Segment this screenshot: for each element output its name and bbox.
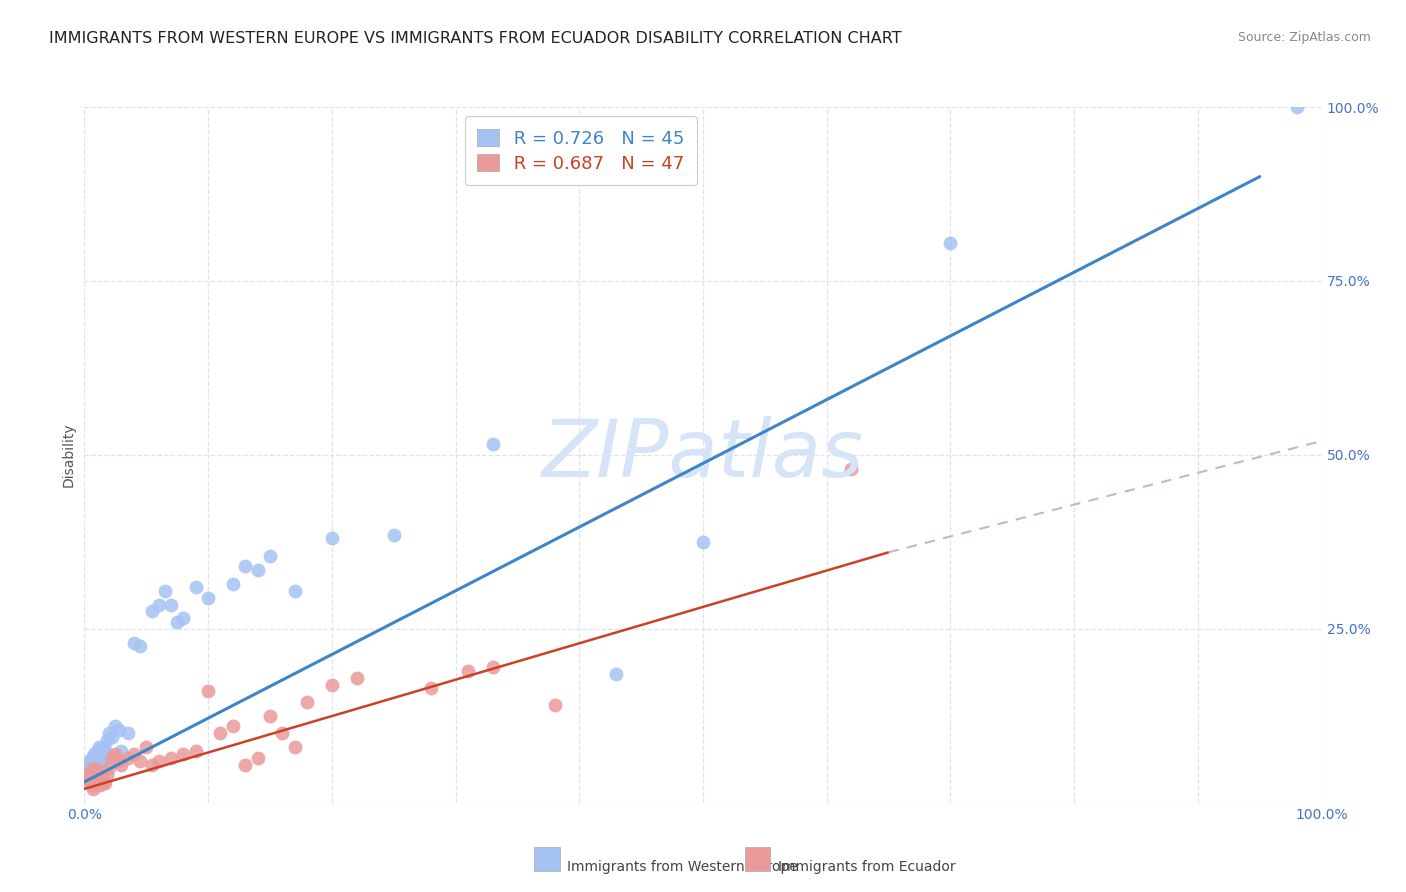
Point — [79, 775, 101, 789]
Point — [93, 740, 115, 755]
Point — [79, 761, 101, 775]
Point — [93, 775, 115, 789]
Point — [543, 698, 565, 713]
Point — [481, 660, 503, 674]
Point — [222, 576, 245, 591]
Point — [346, 671, 368, 685]
Point — [153, 583, 176, 598]
Point — [108, 754, 131, 768]
Point — [108, 723, 131, 737]
Point — [96, 733, 118, 747]
Point — [184, 580, 207, 594]
Point — [100, 730, 122, 744]
Point — [233, 559, 256, 574]
Point — [259, 708, 281, 723]
Legend:  R = 0.726   N = 45,  R = 0.687   N = 47: R = 0.726 N = 45, R = 0.687 N = 47 — [464, 116, 697, 186]
Point — [141, 757, 163, 772]
Point — [284, 740, 307, 755]
Point — [129, 754, 152, 768]
Point — [197, 591, 219, 605]
Point — [89, 769, 111, 783]
Point — [271, 726, 294, 740]
Point — [89, 754, 111, 768]
Point — [148, 598, 170, 612]
Point — [98, 726, 121, 740]
Point — [141, 605, 163, 619]
Point — [222, 719, 245, 733]
Point — [94, 750, 117, 764]
Point — [98, 761, 121, 775]
Point — [481, 437, 503, 451]
Point — [184, 744, 207, 758]
Text: Source: ZipAtlas.com: Source: ZipAtlas.com — [1237, 31, 1371, 45]
Point — [89, 740, 111, 755]
Point — [172, 747, 194, 761]
Point — [84, 772, 107, 786]
Point — [148, 754, 170, 768]
Point — [160, 598, 183, 612]
Y-axis label: Disability: Disability — [62, 423, 76, 487]
Point — [259, 549, 281, 563]
Point — [841, 462, 863, 476]
Point — [87, 775, 110, 789]
Point — [100, 750, 122, 764]
Point — [91, 764, 114, 779]
Point — [96, 768, 118, 782]
Point — [117, 726, 139, 740]
Point — [295, 695, 318, 709]
Text: IMMIGRANTS FROM WESTERN EUROPE VS IMMIGRANTS FROM ECUADOR DISABILITY CORRELATION: IMMIGRANTS FROM WESTERN EUROPE VS IMMIGR… — [49, 31, 901, 46]
Point — [84, 754, 107, 768]
Point — [86, 744, 108, 758]
Point — [79, 754, 101, 768]
Point — [77, 757, 100, 772]
Point — [82, 757, 104, 772]
Point — [97, 747, 120, 761]
Point — [129, 639, 152, 653]
Point — [160, 750, 183, 764]
Point — [83, 761, 105, 775]
Point — [110, 757, 132, 772]
Point — [939, 235, 962, 250]
Point — [321, 677, 343, 691]
Point — [233, 757, 256, 772]
Point — [110, 744, 132, 758]
Point — [90, 747, 112, 761]
Point — [76, 768, 98, 782]
Point — [321, 532, 343, 546]
Point — [122, 747, 145, 761]
Point — [79, 764, 101, 779]
Point — [284, 583, 307, 598]
Point — [86, 768, 108, 782]
Point — [94, 776, 117, 790]
Point — [419, 681, 441, 695]
Point — [83, 747, 105, 761]
Text: Immigrants from Western Europe: Immigrants from Western Europe — [567, 860, 797, 874]
Point — [172, 611, 194, 625]
Text: ZIPatlas: ZIPatlas — [541, 416, 865, 494]
Point — [197, 684, 219, 698]
Point — [692, 535, 714, 549]
Point — [209, 726, 232, 740]
Point — [82, 781, 104, 796]
Point — [122, 636, 145, 650]
Point — [246, 750, 269, 764]
Point — [457, 664, 479, 678]
Point — [246, 563, 269, 577]
Point — [77, 772, 100, 786]
Point — [104, 719, 127, 733]
Point — [382, 528, 405, 542]
Point — [1285, 100, 1308, 114]
Point — [89, 778, 111, 792]
Point — [117, 750, 139, 764]
Point — [87, 750, 110, 764]
Point — [90, 772, 112, 786]
Point — [80, 750, 103, 764]
Point — [605, 667, 627, 681]
Point — [104, 747, 127, 761]
Point — [91, 744, 114, 758]
Point — [166, 615, 188, 629]
Text: Immigrants from Ecuador: Immigrants from Ecuador — [778, 860, 955, 874]
Point — [80, 778, 103, 792]
Point — [135, 740, 157, 755]
